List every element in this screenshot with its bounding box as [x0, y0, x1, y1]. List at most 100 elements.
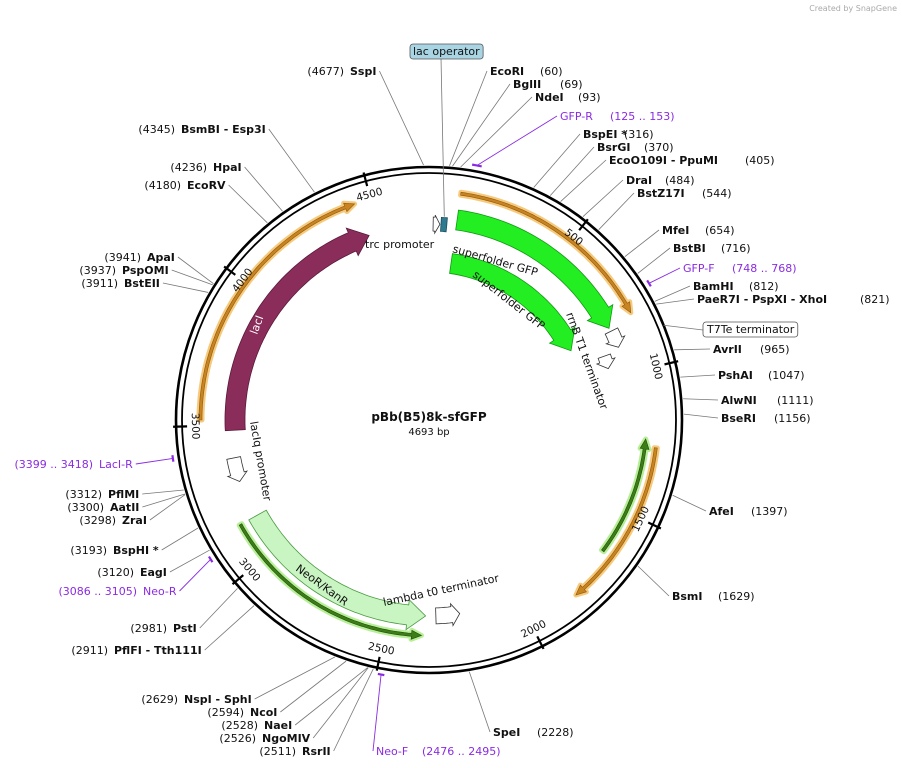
tick-mark [375, 656, 381, 671]
label-position: (2511) [259, 745, 296, 758]
label-position: (2594) [207, 706, 244, 719]
label-position: (544) [702, 187, 732, 200]
label-name: SspI [350, 65, 376, 78]
leader-line [171, 269, 213, 286]
primer-range: (2476 .. 2495) [422, 745, 501, 758]
primer-leader [476, 115, 558, 166]
feature-label: lambda t0 terminator [382, 572, 501, 609]
label-name: PflMI [108, 488, 139, 501]
leader-line [268, 128, 315, 193]
label-name: DraI [626, 174, 652, 187]
leader-line [637, 247, 671, 274]
label-name: ApaI [147, 251, 175, 264]
label-name: AatII [110, 501, 139, 514]
leader-line [280, 660, 347, 713]
label-position: (1629) [718, 590, 755, 603]
lac-operator-box [440, 216, 448, 233]
label-name: SpeI [493, 726, 520, 739]
leader-line [228, 184, 268, 224]
leader-line [449, 70, 488, 166]
superfolder-gfp [449, 253, 576, 352]
rrnb-t1-terminator [604, 327, 626, 348]
orf-arrow [198, 202, 356, 421]
leader-line [683, 398, 719, 401]
label-position: (69) [560, 78, 583, 91]
feature-label: T7Te terminator [706, 323, 795, 336]
label-position: (3937) [79, 264, 116, 277]
leader-line [254, 656, 336, 700]
label-position: (316) [624, 128, 654, 141]
leader-line [379, 70, 424, 166]
map-title: pBb(B5)8k-sfGFP [371, 410, 487, 424]
label-position: (3300) [67, 501, 104, 514]
label-name: BstBI [673, 242, 706, 255]
label-position: (4345) [138, 123, 175, 136]
feature-label: lacIq promoter [247, 420, 274, 502]
leader-line [637, 565, 670, 597]
label-position: (654) [705, 224, 735, 237]
leader-line [177, 256, 214, 285]
feature-label-box [702, 321, 799, 338]
label-name: NaeI [264, 719, 292, 732]
label-position: (2528) [221, 719, 258, 732]
label-name: BspEI * [583, 128, 627, 141]
watermark: Created by SnapGene [809, 4, 897, 13]
primer-range: (3086 .. 3105) [58, 585, 137, 598]
label-name: BglII [513, 78, 541, 91]
label-name: PstI [173, 622, 197, 635]
label-name: PflFI - Tth111I [114, 644, 202, 657]
orf-arrow [460, 191, 632, 314]
label-name: PshAI [718, 369, 753, 382]
label-name: AlwNI [721, 394, 757, 407]
neor-kanr [248, 509, 427, 631]
label-name: MfeI [662, 224, 689, 237]
label-position: (93) [578, 91, 601, 104]
primer-range: (125 .. 153) [610, 110, 675, 123]
primer-leader [648, 267, 681, 284]
leader-line [598, 192, 635, 230]
leader-line [460, 96, 533, 168]
tick-label: 1000 [647, 352, 665, 381]
tick-mark [578, 218, 589, 231]
label-position: (2526) [219, 732, 256, 745]
primer-leader [135, 457, 173, 465]
tick-label: 2500 [367, 640, 396, 657]
label-name: BspHI * [113, 544, 159, 557]
leader-line [654, 285, 691, 302]
leader-line [161, 527, 199, 551]
label-name: BstEII [124, 277, 160, 290]
feature-label-box [409, 43, 484, 60]
leader-line [244, 166, 283, 212]
laciq-promoter [226, 456, 248, 482]
leader-line [312, 667, 369, 739]
leader-line [333, 668, 374, 752]
primer-name: Neo-R [143, 585, 177, 598]
label-name: BsmBI - Esp3I [181, 123, 266, 136]
label-position: (1397) [751, 505, 788, 518]
tick-mark [362, 172, 369, 187]
primer-name: LacI-R [99, 458, 133, 471]
feature-label: lacI [248, 314, 267, 336]
label-position: (405) [745, 154, 775, 167]
label-position: (3120) [97, 566, 134, 579]
primer-range: (3399 .. 3418) [14, 458, 93, 471]
label-position: (3193) [70, 544, 107, 557]
t7te-mark [663, 324, 704, 331]
primer-name: Neo-F [376, 745, 408, 758]
label-name: BstZ17I [637, 187, 685, 200]
leader-line [204, 605, 255, 651]
leader-line [149, 494, 186, 521]
label-position: (3312) [65, 488, 102, 501]
label-position: (821) [860, 293, 890, 306]
label-position: (2981) [130, 622, 167, 635]
feature-label: lac operator [413, 45, 480, 58]
primer-name: GFP-F [683, 262, 715, 275]
label-position: (4236) [170, 161, 207, 174]
label-position: (3298) [79, 514, 116, 527]
label-name: EcoRV [187, 179, 226, 192]
label-position: (60) [540, 65, 563, 78]
label-name: EagI [140, 566, 167, 579]
label-name: ZraI [122, 514, 147, 527]
label-position: (2629) [141, 693, 178, 706]
primer-mark [646, 279, 652, 287]
